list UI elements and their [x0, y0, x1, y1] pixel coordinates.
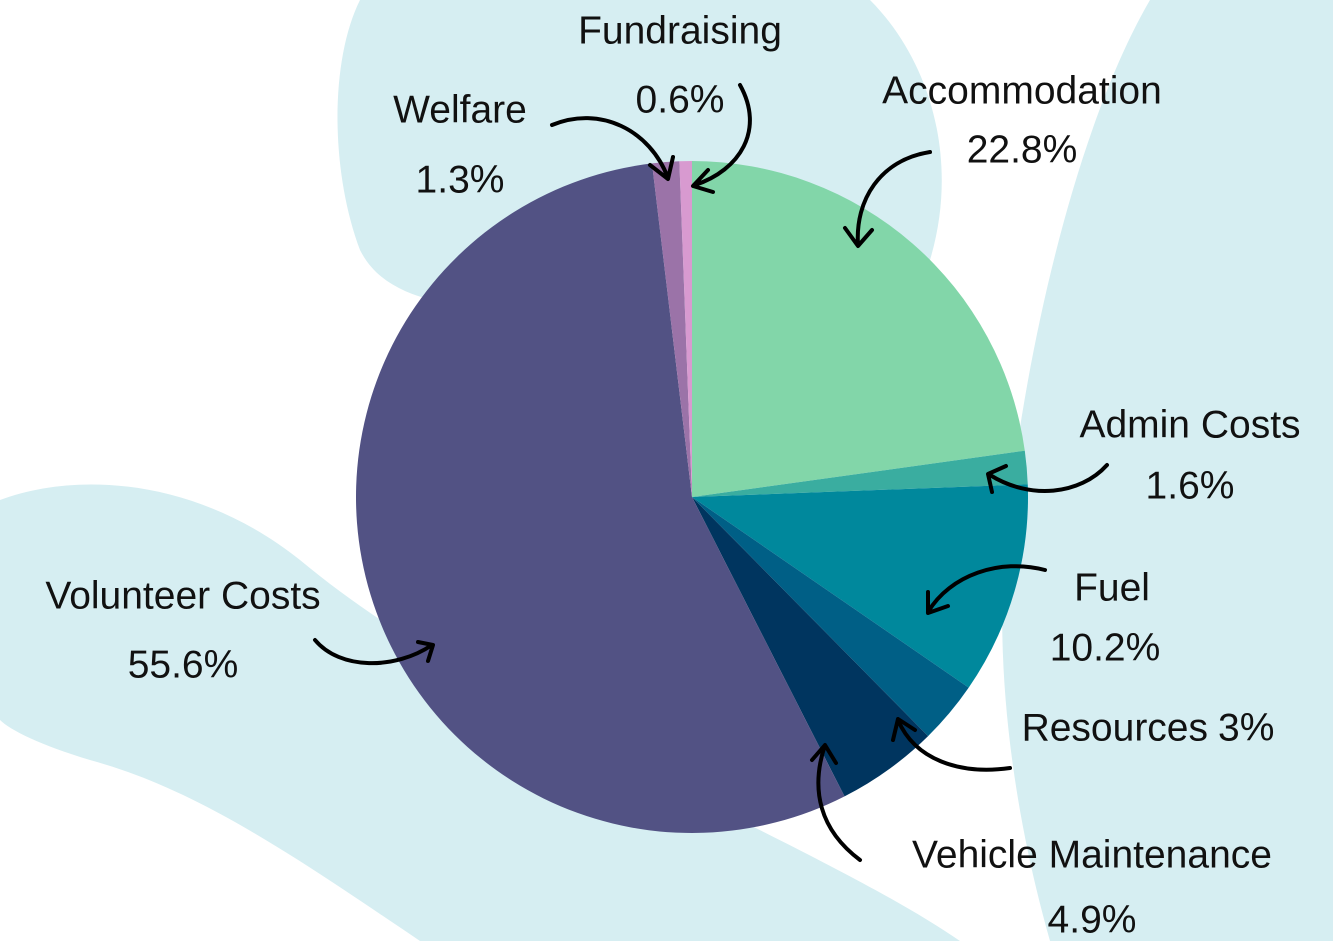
slice-label: Volunteer Costs [45, 574, 320, 617]
value-label: 55.6% [128, 643, 239, 686]
slice-label: Admin Costs [1079, 403, 1300, 446]
value-label: 1.3% [416, 158, 505, 201]
pie-slice [356, 163, 845, 833]
pie-slice [651, 161, 692, 497]
arrows [313, 83, 1109, 862]
pie-slice [692, 497, 929, 797]
slice-label: Welfare [393, 88, 527, 131]
labels: Accommodation 22.8% Admin Costs 1.6% Fuel 10.… [45, 9, 1300, 941]
slice-label: Vehicle Maintenance [912, 833, 1272, 876]
slice-label: Accommodation [882, 69, 1162, 112]
pie-slice [692, 484, 1028, 688]
value-label: 3% [1218, 706, 1274, 749]
pie-slice [692, 161, 1025, 497]
value-label: 22.8% [967, 128, 1078, 171]
value-label: 0.6% [636, 78, 725, 121]
pie-slice [692, 497, 969, 737]
value-label: 10.2% [1050, 626, 1161, 669]
slice-label: Resources [1022, 706, 1208, 749]
value-label: 4.9% [1048, 898, 1137, 941]
slice-label: Fuel [1074, 566, 1150, 609]
value-label: 1.6% [1146, 464, 1235, 507]
pie-slice [692, 450, 1028, 497]
pie [356, 161, 1028, 833]
pie-slice [679, 161, 692, 497]
slice-label: Fundraising [578, 9, 782, 52]
